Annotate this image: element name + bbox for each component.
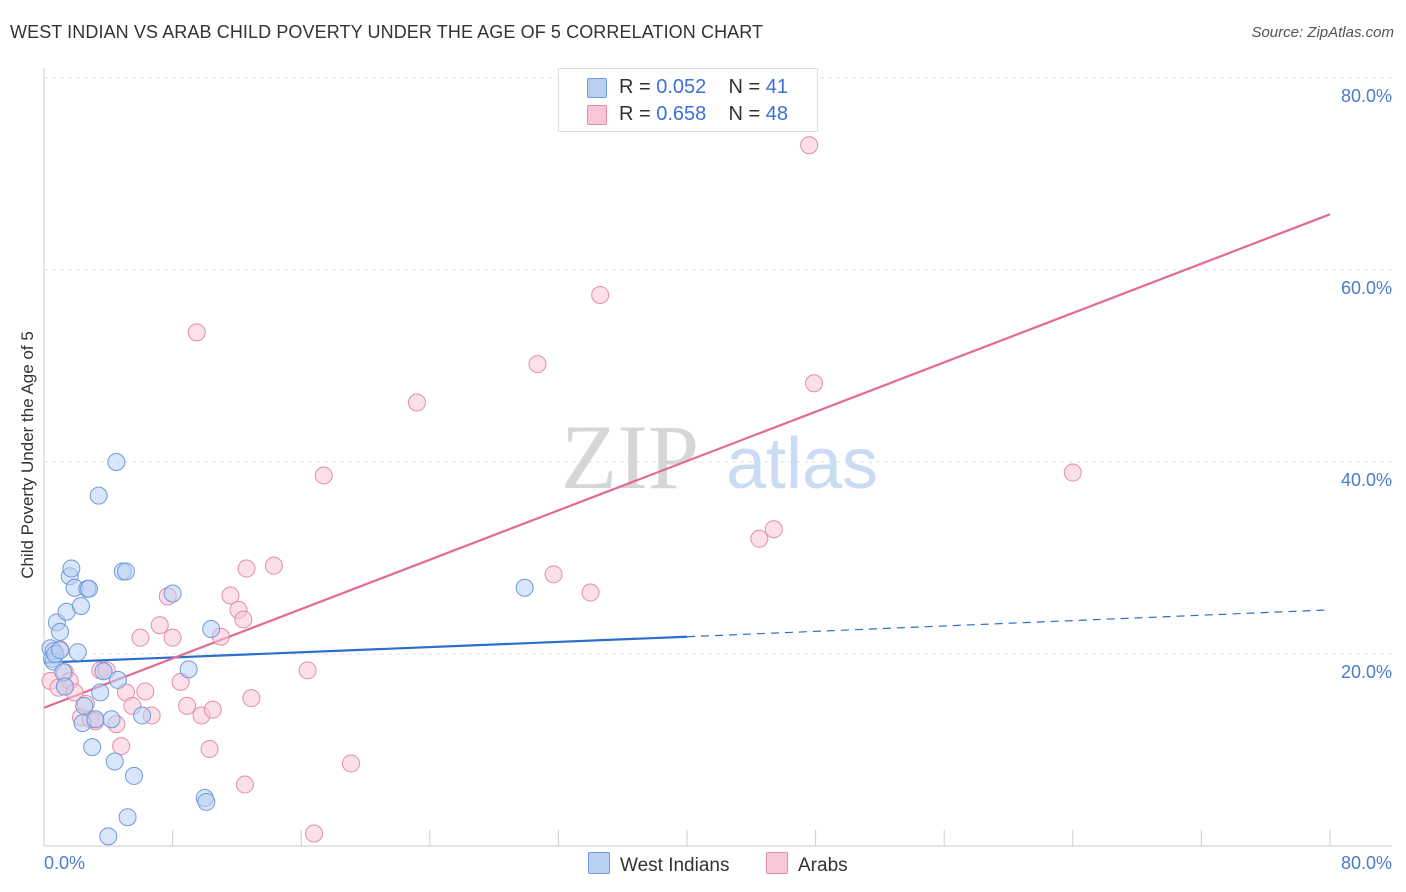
arabs-trend-line xyxy=(43,213,1331,709)
y-tick-label: 80.0% xyxy=(1341,86,1392,106)
arabs-r-value: 0.658 xyxy=(656,103,707,125)
west-indian-point xyxy=(94,662,113,681)
arabs-swatch xyxy=(587,105,607,125)
x-tick-label-max: 80.0% xyxy=(1341,853,1392,873)
arab-point xyxy=(804,374,823,393)
west-indian-point xyxy=(51,622,70,641)
arab-point xyxy=(178,696,197,715)
bottom-legend-west-indians: West Indians xyxy=(588,852,729,877)
west-indian-point xyxy=(99,827,118,846)
arab-point xyxy=(163,628,182,647)
west-indian-point xyxy=(91,683,110,702)
arab-point xyxy=(764,520,783,539)
legend-r-label: R = xyxy=(619,103,651,125)
west-indian-point xyxy=(89,486,108,505)
west-indians-legend-label: West Indians xyxy=(620,855,730,876)
arab-point xyxy=(342,754,361,773)
watermark-atlas: atlas xyxy=(726,424,878,504)
source-credit: Source: ZipAtlas.com xyxy=(1251,24,1394,41)
arab-point xyxy=(407,393,426,412)
watermark-zip: ZIP xyxy=(561,406,699,508)
arab-point xyxy=(528,355,547,374)
arab-point xyxy=(221,586,240,605)
arabs-legend-swatch xyxy=(766,852,788,874)
west-indian-point xyxy=(86,710,105,729)
west-indian-point xyxy=(116,562,135,581)
y-tick-label: 40.0% xyxy=(1341,470,1392,490)
data-points xyxy=(41,136,1082,846)
west-indian-point xyxy=(83,738,102,757)
arab-point xyxy=(234,610,253,629)
arab-point xyxy=(298,661,317,680)
arab-point xyxy=(235,775,254,794)
arab-point xyxy=(203,700,222,719)
x-tick-label-min: 0.0% xyxy=(44,853,85,873)
west-indian-point xyxy=(55,677,74,696)
arab-point xyxy=(200,740,219,759)
arab-point xyxy=(112,737,131,756)
west-indian-point xyxy=(107,453,126,471)
west-indian-point xyxy=(105,752,124,771)
west-indian-point xyxy=(202,620,221,639)
west-indians-r-value: 0.052 xyxy=(656,76,707,98)
west-indian-point xyxy=(75,696,94,715)
arab-point xyxy=(242,689,261,708)
west-indian-point xyxy=(102,710,121,729)
arab-point xyxy=(131,628,150,647)
y-tick-label: 20.0% xyxy=(1341,662,1392,682)
arab-point xyxy=(264,556,283,575)
arab-point xyxy=(750,529,769,548)
chart-title: WEST INDIAN VS ARAB CHILD POVERTY UNDER … xyxy=(10,22,764,42)
west-indian-point xyxy=(80,579,99,598)
west-indian-point xyxy=(118,808,137,827)
arab-point xyxy=(305,824,324,843)
west-indian-point xyxy=(51,641,70,660)
legend-n-label: N = xyxy=(728,103,761,125)
tick-labels: 20.0% 40.0% 60.0% 80.0% 0.0% 80.0% xyxy=(44,86,1392,873)
arab-point xyxy=(237,559,256,578)
arabs-n-value: 48 xyxy=(765,103,789,125)
west-indian-point xyxy=(71,597,90,615)
correlation-legend: R = 0.052 N = 41 R = 0.658 N = 48 xyxy=(558,68,818,132)
watermark: ZIP atlas xyxy=(561,406,878,508)
arab-point xyxy=(581,583,600,602)
west-indian-point xyxy=(197,792,216,811)
axes xyxy=(43,68,1392,847)
arab-point xyxy=(314,466,333,485)
west-indians-trend-line xyxy=(43,635,688,664)
west-indians-swatch xyxy=(587,78,607,98)
west-indian-point xyxy=(62,559,81,578)
arab-point xyxy=(1063,463,1082,482)
west-indian-point xyxy=(163,584,182,603)
arab-point xyxy=(136,682,155,701)
y-tick-label: 60.0% xyxy=(1341,278,1392,298)
west-indians-legend-swatch xyxy=(588,852,610,874)
west-indian-point xyxy=(108,670,127,689)
west-indian-point xyxy=(133,706,152,725)
west-indians-trend-extension xyxy=(686,609,1331,638)
west-indian-point xyxy=(125,766,144,785)
arab-point xyxy=(544,565,563,584)
west-indians-n-value: 41 xyxy=(765,76,789,98)
arab-point xyxy=(800,136,819,155)
west-indian-point xyxy=(68,643,87,662)
bottom-legend-arabs: Arabs xyxy=(766,852,848,877)
arab-point xyxy=(150,616,169,635)
trend-lines xyxy=(43,213,1331,709)
arabs-legend-label: Arabs xyxy=(798,855,848,876)
west-indian-point xyxy=(179,660,198,679)
west-indian-point xyxy=(515,578,534,597)
arab-point xyxy=(591,285,610,304)
legend-r-label: R = xyxy=(619,76,651,98)
arab-point xyxy=(187,323,206,342)
legend-n-label: N = xyxy=(728,76,761,98)
